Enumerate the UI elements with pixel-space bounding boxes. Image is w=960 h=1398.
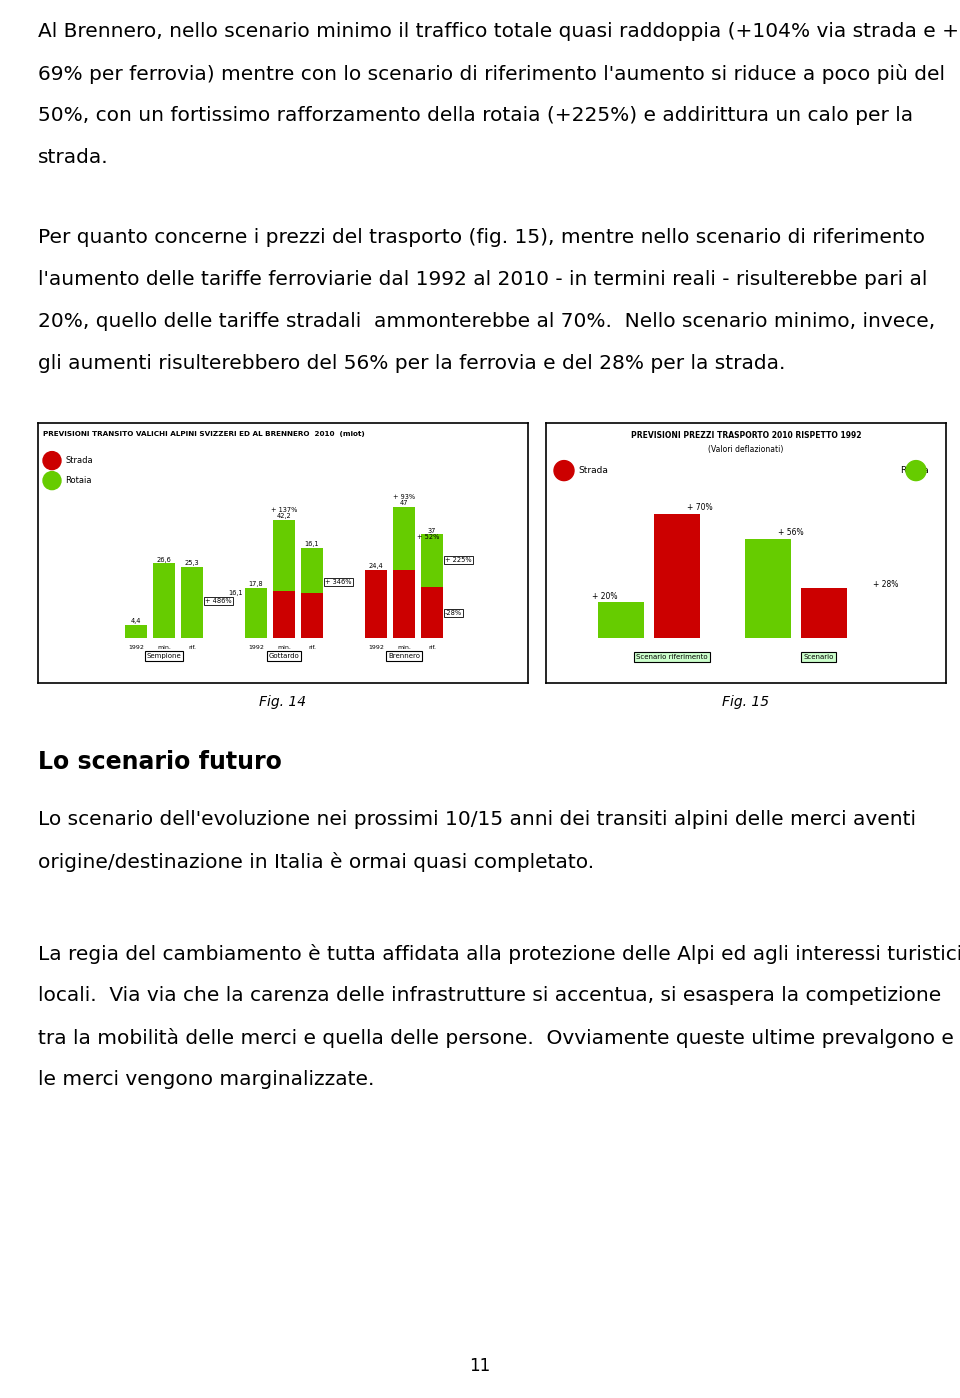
Text: min.: min.	[157, 644, 171, 650]
Text: 1992: 1992	[368, 644, 384, 650]
Bar	[421, 534, 443, 587]
Bar	[802, 589, 847, 637]
Text: min.: min.	[277, 644, 291, 650]
Circle shape	[43, 471, 61, 489]
Text: tra la mobilità delle merci e quella delle persone.  Ovviamente queste ultime pr: tra la mobilità delle merci e quella del…	[38, 1028, 954, 1048]
Text: Sempione: Sempione	[147, 653, 181, 658]
Text: 37: 37	[428, 527, 436, 534]
Text: + 20%: + 20%	[592, 591, 617, 601]
Bar	[598, 603, 644, 637]
Text: + 52%: + 52%	[417, 534, 440, 540]
Text: rif.: rif.	[428, 644, 436, 650]
Text: 50%, con un fortissimo rafforzamento della rotaia (+225%) e addirittura un calo : 50%, con un fortissimo rafforzamento del…	[38, 106, 913, 124]
Bar	[365, 569, 387, 637]
Text: Strada: Strada	[65, 456, 92, 466]
Text: + 56%: + 56%	[778, 528, 804, 537]
Text: 20%, quello delle tariffe stradali  ammonterebbe al 70%.  Nello scenario minimo,: 20%, quello delle tariffe stradali ammon…	[38, 312, 935, 331]
Text: rif.: rif.	[188, 644, 196, 650]
Bar	[153, 563, 175, 637]
Text: + 225%: + 225%	[445, 556, 471, 562]
Bar	[393, 506, 415, 569]
Text: 16,1: 16,1	[228, 590, 243, 596]
Text: PREVISIONI TRANSITO VALICHI ALPINI SVIZZERI ED AL BRENNERO  2010  (miot): PREVISIONI TRANSITO VALICHI ALPINI SVIZZ…	[43, 431, 365, 436]
Text: 42,2: 42,2	[276, 513, 292, 519]
Text: 47: 47	[399, 499, 408, 506]
Text: le merci vengono marginalizzate.: le merci vengono marginalizzate.	[38, 1069, 374, 1089]
Text: + 70%: + 70%	[687, 503, 712, 512]
Circle shape	[554, 460, 574, 481]
Text: 1992: 1992	[128, 644, 144, 650]
Bar	[393, 506, 415, 637]
Text: origine/destinazione in Italia è ormai quasi completato.: origine/destinazione in Italia è ormai q…	[38, 851, 594, 871]
Text: gli aumenti risulterebbero del 56% per la ferrovia e del 28% per la strada.: gli aumenti risulterebbero del 56% per l…	[38, 354, 785, 373]
Bar	[273, 591, 295, 637]
Bar	[245, 589, 267, 637]
Text: 69% per ferrovia) mentre con lo scenario di riferimento l'aumento si riduce a po: 69% per ferrovia) mentre con lo scenario…	[38, 64, 945, 84]
Bar	[301, 548, 323, 593]
Bar	[273, 520, 295, 591]
Bar	[125, 625, 147, 637]
Text: 25,3: 25,3	[184, 561, 200, 566]
Text: Al Brennero, nello scenario minimo il traffico totale quasi raddoppia (+104% via: Al Brennero, nello scenario minimo il tr…	[38, 22, 959, 41]
Bar	[655, 514, 700, 637]
Text: + 137%: + 137%	[271, 507, 298, 513]
Text: 11: 11	[469, 1357, 491, 1376]
Text: rif.: rif.	[308, 644, 316, 650]
Text: 26,6: 26,6	[156, 556, 172, 562]
Text: Fig. 15: Fig. 15	[723, 695, 770, 709]
Text: + 346%: + 346%	[325, 579, 351, 584]
Text: Scenario riferimento: Scenario riferimento	[636, 654, 708, 660]
Text: 16,1: 16,1	[304, 541, 320, 547]
Text: Lo scenario dell'evoluzione nei prossimi 10/15 anni dei transiti alpini delle me: Lo scenario dell'evoluzione nei prossimi…	[38, 809, 916, 829]
Text: -28%: -28%	[445, 610, 462, 615]
Bar	[421, 587, 443, 637]
Text: 24,4: 24,4	[369, 563, 383, 569]
Text: + 486%: + 486%	[205, 598, 231, 604]
Text: (Valori deflazionati): (Valori deflazionati)	[708, 445, 783, 453]
Text: Fig. 14: Fig. 14	[259, 695, 306, 709]
Text: Scenario: Scenario	[804, 654, 834, 660]
Text: Rotaia: Rotaia	[900, 466, 929, 475]
Text: PREVISIONI PREZZI TRASPORTO 2010 RISPETTO 1992: PREVISIONI PREZZI TRASPORTO 2010 RISPETT…	[631, 431, 861, 439]
Text: Brennero: Brennero	[388, 653, 420, 658]
Text: + 28%: + 28%	[873, 580, 899, 589]
Text: l'aumento delle tariffe ferroviarie dal 1992 al 2010 - in termini reali - risult: l'aumento delle tariffe ferroviarie dal …	[38, 270, 927, 289]
Text: strada.: strada.	[38, 148, 108, 166]
Text: Strada: Strada	[578, 466, 608, 475]
Circle shape	[906, 460, 926, 481]
Text: + 93%: + 93%	[393, 493, 415, 499]
Text: 4,4: 4,4	[131, 618, 141, 625]
Text: Rotaia: Rotaia	[65, 477, 91, 485]
Text: min.: min.	[397, 644, 411, 650]
Text: locali.  Via via che la carenza delle infrastrutture si accentua, si esaspera la: locali. Via via che la carenza delle inf…	[38, 986, 941, 1005]
Bar	[181, 568, 203, 637]
Text: 1992: 1992	[248, 644, 264, 650]
Text: 17,8: 17,8	[249, 582, 263, 587]
Bar	[301, 593, 323, 637]
Text: Lo scenario futuro: Lo scenario futuro	[38, 749, 282, 773]
Text: Per quanto concerne i prezzi del trasporto (fig. 15), mentre nello scenario di r: Per quanto concerne i prezzi del traspor…	[38, 228, 925, 247]
Text: La regia del cambiamento è tutta affidata alla protezione delle Alpi ed agli int: La regia del cambiamento è tutta affidat…	[38, 944, 960, 965]
Bar	[745, 538, 791, 637]
Text: Gottardo: Gottardo	[269, 653, 300, 658]
Circle shape	[43, 452, 61, 470]
